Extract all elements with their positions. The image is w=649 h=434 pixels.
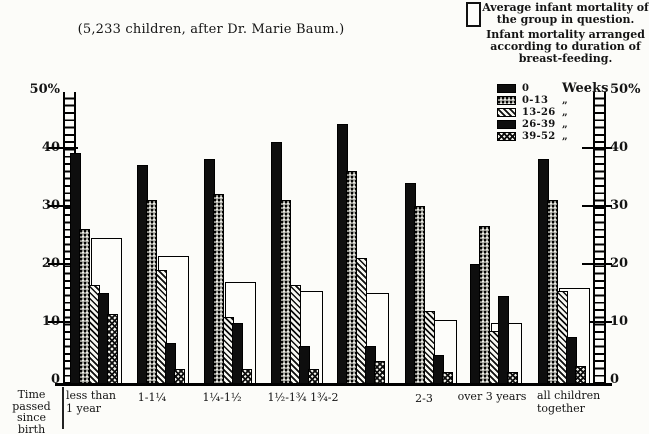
y-tick-label: 50%	[610, 82, 641, 97]
bar-39-52-weeks	[174, 369, 186, 384]
y-tick-label: 20	[610, 256, 629, 271]
bar-26-39-weeks	[497, 296, 509, 384]
legend-range: 0	[522, 82, 530, 94]
bar-26-39-weeks	[432, 354, 444, 384]
x-label-over-3-years: over 3 years	[457, 390, 527, 403]
bar-0-13-weeks	[479, 226, 491, 384]
y-tick-mark	[582, 205, 612, 207]
crosshatch-swatch-icon	[497, 131, 516, 141]
legend-average-text: Average infant mortality of the group in…	[482, 1, 649, 26]
legend-unit: „	[562, 130, 568, 142]
bar-13-26-weeks	[289, 284, 301, 384]
solid-swatch-icon	[497, 83, 516, 93]
bar-39-52-weeks	[374, 360, 386, 384]
y-tick-mark	[48, 321, 78, 323]
legend-range: 0-13	[522, 94, 549, 106]
weeks-legend: 0 Weeks 0-13 „ 13-26 „ 26-39 „ 39-52 „	[497, 80, 609, 142]
diagonal-swatch-icon	[497, 107, 516, 117]
average-outline-swatch	[466, 2, 481, 27]
legend-row-13-26-weeks: 13-26 „	[497, 106, 608, 118]
x-label-1half-2: 1½-1¾ 1¾-2	[267, 391, 339, 404]
x-label-1quarter-1half: 1¼-1½	[202, 391, 242, 404]
legend-range: 39-52	[522, 130, 556, 142]
y-tick-label: 10	[610, 314, 629, 329]
y-tick-mark	[582, 263, 612, 265]
x-axis-baseline	[55, 383, 612, 386]
bar-26-39-weeks	[298, 346, 310, 384]
bar-39-52-weeks	[507, 372, 519, 384]
legend-range: 26-39	[522, 118, 556, 130]
y-tick-label: 0	[50, 372, 60, 387]
x-label-1-1quarter: 1-1¼	[137, 391, 167, 404]
solid-swatch-icon	[497, 119, 516, 129]
legend-unit: „	[562, 94, 568, 106]
y-axis-ladder-right	[593, 92, 606, 384]
y-tick-mark	[582, 147, 612, 149]
chart-title: (5,233 children, after Dr. Marie Baum.)	[77, 22, 345, 37]
y-tick-mark	[48, 147, 78, 149]
bar-26-39-weeks	[231, 322, 243, 384]
bar-group-5	[337, 84, 391, 384]
legend-unit: „	[562, 106, 568, 118]
legend-unit: „	[562, 118, 568, 130]
x-label-all-children: all children together	[537, 389, 601, 415]
legend-range: 13-26	[522, 106, 556, 118]
y-tick-mark	[48, 263, 78, 265]
bar-39-52-weeks	[442, 372, 454, 384]
legend-row-0-13-weeks: 0-13 „	[497, 94, 608, 106]
y-tick-mark	[582, 321, 612, 323]
bar-group-7	[470, 84, 524, 384]
y-tick-label: 0	[610, 372, 620, 387]
bar-26-39-weeks	[565, 337, 577, 384]
bar-39-52-weeks	[241, 369, 253, 384]
legend-row-39-52-weeks: 39-52 „	[497, 130, 608, 142]
legend-arranged-text: Infant mortality arranged according to d…	[486, 28, 645, 65]
bar-group-4	[271, 84, 325, 384]
bar-group-8	[538, 84, 592, 384]
bar-13-26-weeks	[423, 311, 435, 384]
caption-divider-line	[62, 387, 64, 429]
bar-39-52-weeks	[308, 369, 320, 384]
bar-group-2	[137, 84, 191, 384]
x-label-less-than-1-year: less than 1 year	[66, 389, 116, 415]
bar-group-6	[405, 84, 459, 384]
bar-26-39-weeks	[164, 343, 176, 384]
bar-group-3	[204, 84, 258, 384]
bar-39-52-weeks	[107, 313, 119, 384]
y-tick-mark	[48, 205, 78, 207]
y-tick-label: 50%	[29, 82, 60, 97]
legend-row-26-39-weeks: 26-39 „	[497, 118, 608, 130]
legend-row-0-weeks: 0 Weeks	[497, 80, 609, 96]
bar-0-13-weeks	[213, 194, 225, 384]
y-tick-label: 40	[610, 140, 629, 155]
stipple-swatch-icon	[497, 95, 516, 105]
legend-unit: Weeks	[562, 80, 609, 96]
x-label-2-3: 2-3	[415, 392, 433, 405]
bar-13-26-weeks	[155, 270, 167, 384]
bar-39-52-weeks	[575, 366, 587, 384]
bar-0-13-weeks	[414, 205, 426, 384]
x-axis-caption: Time passed since birth of preceding chi…	[12, 388, 51, 434]
bar-group-1	[70, 84, 124, 384]
bar-13-26-weeks	[355, 258, 367, 384]
y-tick-label: 30	[610, 198, 629, 213]
